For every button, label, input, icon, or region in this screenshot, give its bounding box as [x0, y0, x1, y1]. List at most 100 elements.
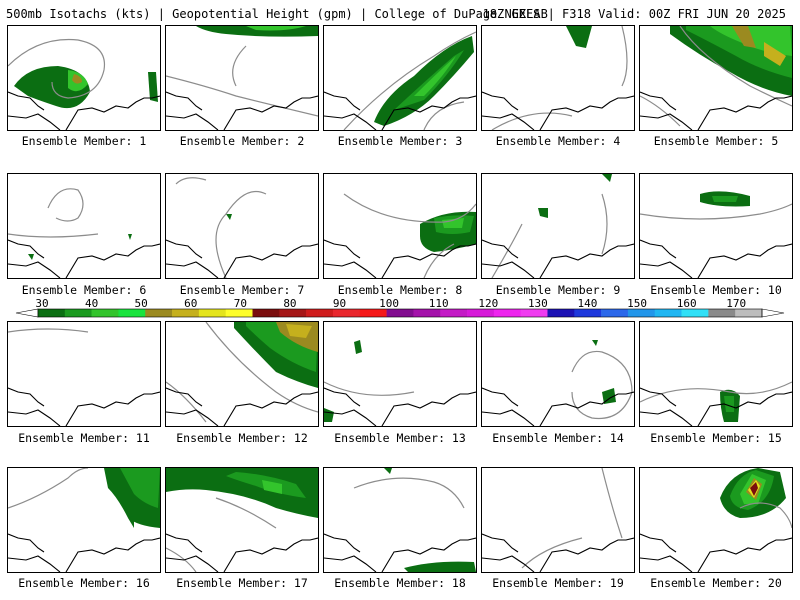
- wind-shading: [28, 254, 34, 260]
- coastline: [482, 243, 634, 278]
- ensemble-member-label: Ensemble Member: 4: [495, 134, 621, 148]
- height-contour: [571, 350, 633, 420]
- colorbar-swatch: [601, 309, 629, 317]
- height-contour: [640, 26, 792, 127]
- colorbar-swatch: [359, 309, 387, 317]
- colorbar-tick-label: 100: [379, 297, 399, 310]
- colorbar-tick-label: 120: [478, 297, 498, 310]
- coastline: [8, 91, 45, 111]
- coastline: [324, 243, 476, 278]
- colorbar-tick-label: 90: [333, 297, 346, 310]
- colorbar-tick-label: 80: [283, 297, 296, 310]
- colorbar-swatch: [279, 309, 307, 317]
- ensemble-member-label: Ensemble Member: 1: [21, 134, 147, 148]
- colorbar-swatch: [145, 309, 173, 317]
- diagonal-jet-wind-icon: [324, 31, 476, 130]
- calm-wind-icon: [8, 328, 160, 426]
- broad-jet-wind-icon: [166, 468, 318, 572]
- wind-shading: [602, 174, 612, 182]
- wind-shading: [750, 482, 758, 496]
- height-contour: [175, 177, 267, 278]
- ensemble-member-label: Ensemble Member: 14: [492, 431, 624, 445]
- ensemble-member-label: Ensemble Member: 7: [179, 283, 305, 297]
- wind-shading: [148, 72, 158, 102]
- wind-shading: [72, 74, 82, 84]
- wind-shading: [566, 26, 592, 48]
- coastline: [8, 243, 160, 278]
- eastern-jet-wind-icon: [8, 468, 160, 572]
- coastline: [640, 387, 677, 407]
- coastline: [482, 537, 634, 572]
- coastline: [166, 239, 203, 259]
- ensemble-panel: [639, 321, 793, 427]
- colorbar-tick-label: 170: [726, 297, 746, 310]
- height-contour: [353, 477, 465, 509]
- run-valid-time: 18Z GEFS | F318 Valid: 00Z FRI JUN 20 20…: [482, 7, 786, 21]
- strong-northeast-jet-wind-icon: [166, 322, 318, 426]
- ensemble-member-label: Ensemble Member: 11: [18, 431, 150, 445]
- wind-shading: [602, 388, 616, 404]
- colorbar-tick-label: 70: [234, 297, 247, 310]
- ensemble-member-label: Ensemble Member: 10: [650, 283, 782, 297]
- height-contour: [324, 381, 415, 396]
- coastline: [324, 391, 476, 426]
- colorbar-tick-label: 150: [627, 297, 647, 310]
- coastline: [482, 387, 519, 407]
- ensemble-panel: [639, 173, 793, 279]
- calm-wind-icon: [482, 468, 634, 572]
- colorbar-tick-label: 50: [135, 297, 148, 310]
- wind-shading: [128, 516, 134, 528]
- coastline: [482, 391, 634, 426]
- small-jet-wind-icon: [482, 26, 634, 130]
- atlantic-jet-wind-icon: [640, 191, 792, 278]
- map-title: 500mb Isotachs (kts) | Geopotential Heig…: [6, 7, 548, 21]
- colorbar-swatch: [252, 309, 280, 317]
- ensemble-panel: [481, 25, 635, 131]
- southern-wind-icon: [324, 468, 476, 572]
- colorbar-swatch: [64, 309, 92, 317]
- weak-wind-icon: [166, 177, 318, 278]
- colorbar-swatch: [306, 309, 334, 317]
- wind-speed-colorbar: 30 40 50 60 70 80 90 100 110 120 130 140 150 160 170: [15, 297, 785, 318]
- ensemble-member-label: Ensemble Member: 19: [492, 576, 624, 590]
- height-contour: [166, 45, 318, 117]
- colorbar-min-arrow: [15, 308, 39, 318]
- coastline: [640, 391, 792, 426]
- ensemble-member-label: Ensemble Member: 6: [21, 283, 147, 297]
- gulf-jet-wind-icon: [324, 193, 476, 278]
- coastline: [640, 243, 792, 278]
- ensemble-member-label: Ensemble Member: 16: [18, 576, 150, 590]
- florida-wind-icon: [640, 381, 792, 426]
- ensemble-panel: [7, 321, 161, 427]
- ensemble-panel: [323, 467, 477, 573]
- height-contour: [640, 381, 792, 403]
- colorbar-swatch: [172, 309, 200, 317]
- colorbar-tick-label: 110: [429, 297, 449, 310]
- colorbar-swatch: [386, 309, 414, 317]
- colorbar-swatch: [547, 309, 575, 317]
- coastline: [8, 537, 160, 572]
- coastline: [324, 387, 361, 407]
- wind-shading: [414, 56, 456, 96]
- ensemble-panel: [7, 467, 161, 573]
- coastline: [166, 391, 318, 426]
- ensemble-member-label: Ensemble Member: 15: [650, 431, 782, 445]
- coastline: [640, 533, 677, 553]
- colorbar-tick-label: 30: [35, 297, 48, 310]
- height-contour: [343, 193, 476, 278]
- wind-shading: [404, 561, 476, 572]
- coastline: [8, 387, 45, 407]
- ensemble-member-label: Ensemble Member: 13: [334, 431, 466, 445]
- wind-shading: [538, 208, 548, 218]
- ensemble-panel: [481, 467, 635, 573]
- colorbar-swatch: [627, 309, 656, 317]
- colorbar-swatch: [467, 309, 495, 317]
- height-contour: [640, 203, 792, 220]
- ensemble-panel: [7, 25, 161, 131]
- colorbar-swatch: [38, 309, 66, 317]
- coastline: [324, 95, 476, 130]
- ensemble-member-label: Ensemble Member: 12: [176, 431, 308, 445]
- wind-shading: [286, 324, 312, 338]
- coastline: [482, 239, 519, 259]
- colorbar-tick-label: 130: [528, 297, 548, 310]
